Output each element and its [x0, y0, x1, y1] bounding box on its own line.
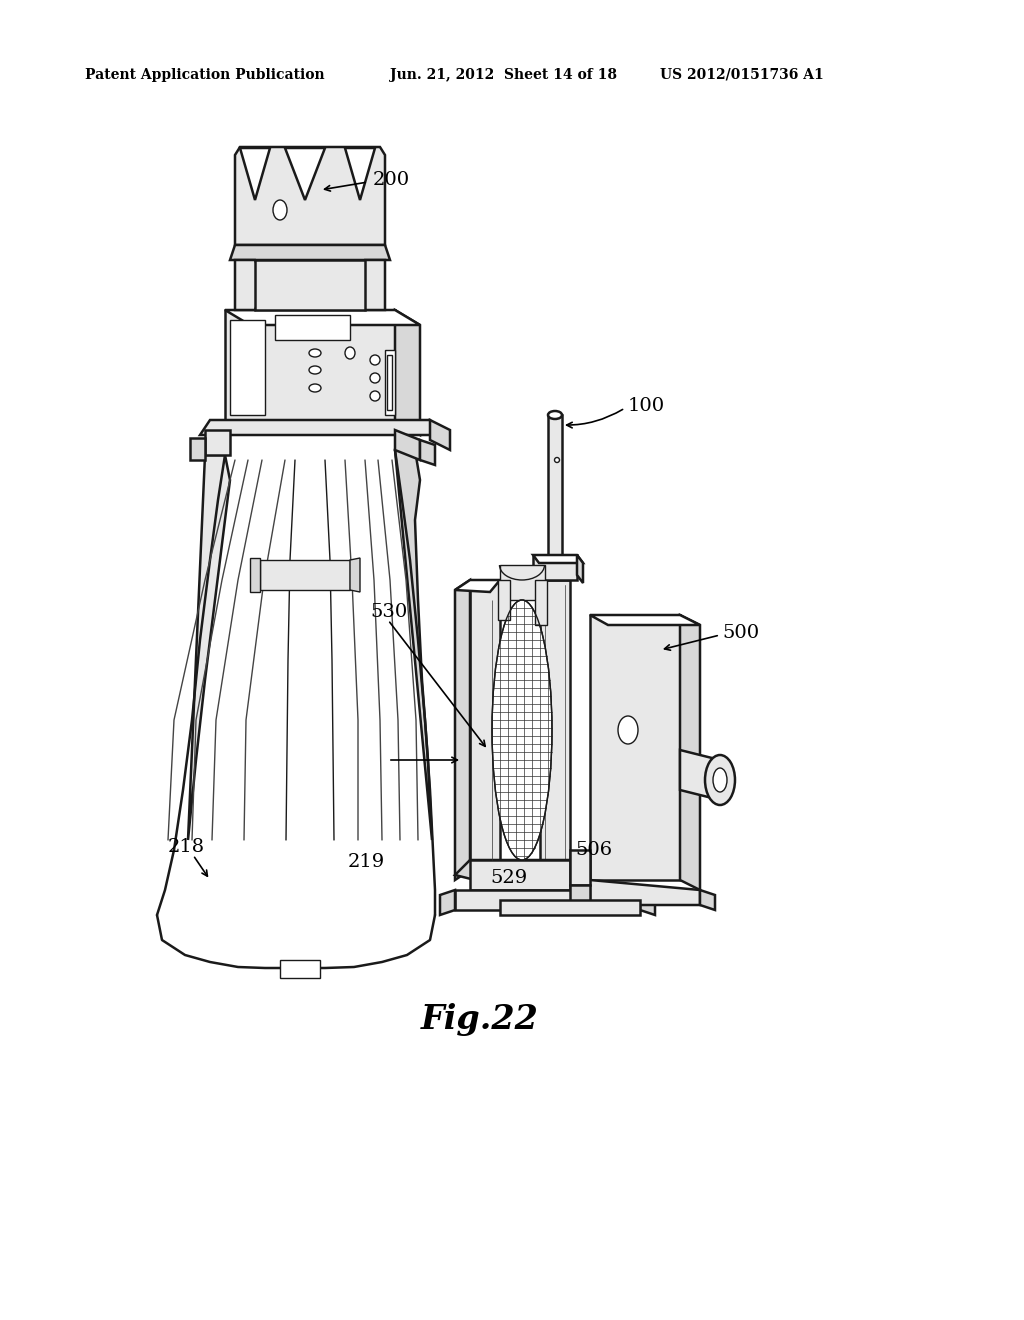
Polygon shape: [395, 450, 432, 840]
Polygon shape: [355, 260, 385, 310]
Text: 506: 506: [575, 841, 612, 859]
Polygon shape: [188, 455, 230, 840]
Polygon shape: [640, 890, 655, 915]
Polygon shape: [225, 310, 395, 420]
Polygon shape: [590, 615, 680, 880]
Polygon shape: [230, 246, 390, 260]
Ellipse shape: [273, 201, 287, 220]
Ellipse shape: [705, 755, 735, 805]
Polygon shape: [395, 430, 420, 459]
Text: 500: 500: [722, 624, 759, 642]
Polygon shape: [280, 960, 319, 978]
Polygon shape: [234, 260, 265, 310]
Polygon shape: [234, 147, 385, 246]
Ellipse shape: [309, 384, 321, 392]
Text: 529: 529: [490, 869, 527, 887]
Text: 530: 530: [370, 603, 408, 620]
Ellipse shape: [618, 715, 638, 744]
Polygon shape: [470, 861, 570, 890]
Polygon shape: [395, 310, 420, 436]
Polygon shape: [440, 890, 455, 915]
Polygon shape: [190, 438, 205, 459]
Polygon shape: [535, 579, 547, 624]
Ellipse shape: [370, 391, 380, 401]
Polygon shape: [250, 558, 260, 591]
Polygon shape: [590, 615, 700, 624]
Polygon shape: [225, 310, 420, 325]
Polygon shape: [470, 579, 500, 870]
Polygon shape: [700, 890, 715, 909]
Polygon shape: [275, 315, 350, 341]
Polygon shape: [385, 350, 395, 414]
Polygon shape: [498, 579, 510, 620]
Ellipse shape: [548, 411, 562, 418]
Polygon shape: [205, 430, 230, 455]
Polygon shape: [455, 579, 470, 880]
Polygon shape: [387, 355, 392, 411]
Polygon shape: [345, 148, 375, 201]
Polygon shape: [455, 861, 585, 900]
Text: Patent Application Publication: Patent Application Publication: [85, 69, 325, 82]
Ellipse shape: [370, 355, 380, 366]
Polygon shape: [420, 440, 435, 465]
Ellipse shape: [555, 458, 559, 462]
Ellipse shape: [309, 366, 321, 374]
Text: 200: 200: [373, 172, 411, 189]
Polygon shape: [240, 148, 270, 201]
Text: Jun. 21, 2012  Sheet 14 of 18: Jun. 21, 2012 Sheet 14 of 18: [390, 69, 617, 82]
Ellipse shape: [309, 348, 321, 356]
Polygon shape: [455, 890, 640, 909]
Polygon shape: [200, 420, 440, 436]
Polygon shape: [500, 565, 545, 601]
Polygon shape: [500, 900, 640, 915]
Ellipse shape: [370, 374, 380, 383]
Ellipse shape: [492, 601, 552, 861]
Text: Fig.22: Fig.22: [421, 1003, 539, 1036]
Polygon shape: [255, 260, 365, 310]
Polygon shape: [350, 558, 360, 591]
Text: 100: 100: [628, 397, 666, 414]
Polygon shape: [260, 560, 350, 590]
Polygon shape: [577, 554, 583, 583]
Polygon shape: [570, 884, 590, 906]
Text: 218: 218: [168, 838, 205, 855]
Polygon shape: [455, 579, 500, 591]
Polygon shape: [430, 420, 450, 450]
Ellipse shape: [713, 768, 727, 792]
Polygon shape: [285, 148, 325, 201]
Text: US 2012/0151736 A1: US 2012/0151736 A1: [660, 69, 823, 82]
Polygon shape: [548, 414, 562, 554]
Polygon shape: [534, 554, 583, 564]
Text: 219: 219: [348, 853, 385, 871]
Polygon shape: [680, 615, 700, 890]
Polygon shape: [540, 579, 570, 870]
Polygon shape: [534, 554, 577, 579]
Polygon shape: [590, 880, 700, 906]
Ellipse shape: [345, 347, 355, 359]
Polygon shape: [570, 850, 590, 884]
Polygon shape: [680, 750, 720, 800]
Polygon shape: [230, 319, 265, 414]
